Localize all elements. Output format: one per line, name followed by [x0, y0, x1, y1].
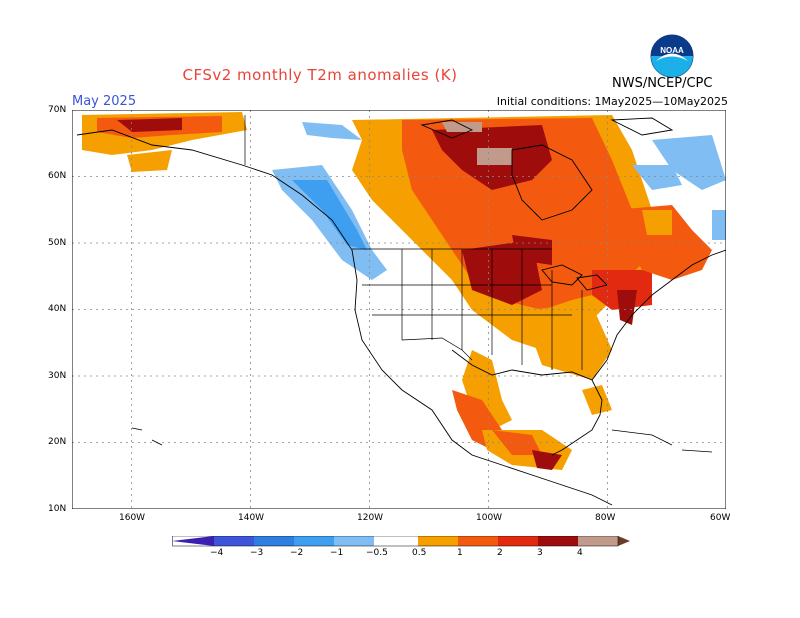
- map-title: CFSv2 monthly T2m anomalies (K): [182, 66, 458, 84]
- coastlines: [76, 117, 726, 506]
- lat-label: 10N: [48, 504, 67, 514]
- graticule: [72, 110, 726, 509]
- legend-tick: −0.5: [366, 548, 388, 558]
- legend-tick: 1: [457, 548, 463, 558]
- agency-label: NWS/NCEP/CPC: [612, 76, 713, 91]
- lon-label: 80W: [595, 513, 616, 523]
- legend-swatch: [254, 536, 294, 546]
- initial-conditions: Initial conditions: 1May2025—10May2025: [496, 95, 728, 108]
- lat-label: 30N: [48, 371, 67, 381]
- legend-tick: −1: [330, 548, 344, 558]
- legend-tick: 4: [577, 548, 583, 558]
- lat-label: 40N: [48, 304, 67, 314]
- political-borders: [244, 115, 583, 370]
- legend-swatch: [214, 536, 254, 546]
- legend-swatch: [498, 536, 538, 546]
- legend-swatch: [334, 536, 374, 546]
- logo-text: NOAA: [660, 46, 684, 55]
- color-legend: [172, 536, 630, 547]
- lon-label: 60W: [710, 513, 731, 523]
- lat-label: 60N: [48, 171, 67, 181]
- legend-swatch: [578, 536, 618, 546]
- legend-swatch: [538, 536, 578, 546]
- lat-label: 70N: [48, 105, 67, 115]
- legend-swatch: [294, 536, 334, 546]
- lon-label: 160W: [119, 513, 146, 523]
- legend-tick: −4: [210, 548, 224, 558]
- legend-tick: −3: [250, 548, 264, 558]
- lon-label: 100W: [476, 513, 503, 523]
- lat-label: 20N: [48, 437, 67, 447]
- legend-swatch: [374, 536, 418, 546]
- legend-tick: 0.5: [412, 548, 427, 558]
- legend-tick: −2: [290, 548, 304, 558]
- lon-label: 120W: [357, 513, 384, 523]
- anomaly-fills: [82, 112, 726, 470]
- caribbean-islands: [131, 427, 713, 453]
- legend-swatch: [458, 536, 498, 546]
- legend-tick: 3: [537, 548, 543, 558]
- lon-label: 140W: [238, 513, 265, 523]
- legend-swatch: [618, 536, 630, 546]
- month-label: May 2025: [72, 94, 137, 109]
- anomaly-map: [72, 110, 726, 509]
- lat-label: 50N: [48, 238, 67, 248]
- legend-tick: 2: [497, 548, 503, 558]
- legend-swatch: [172, 536, 214, 546]
- legend-swatch: [418, 536, 458, 546]
- noaa-logo-icon: NOAA: [650, 34, 694, 78]
